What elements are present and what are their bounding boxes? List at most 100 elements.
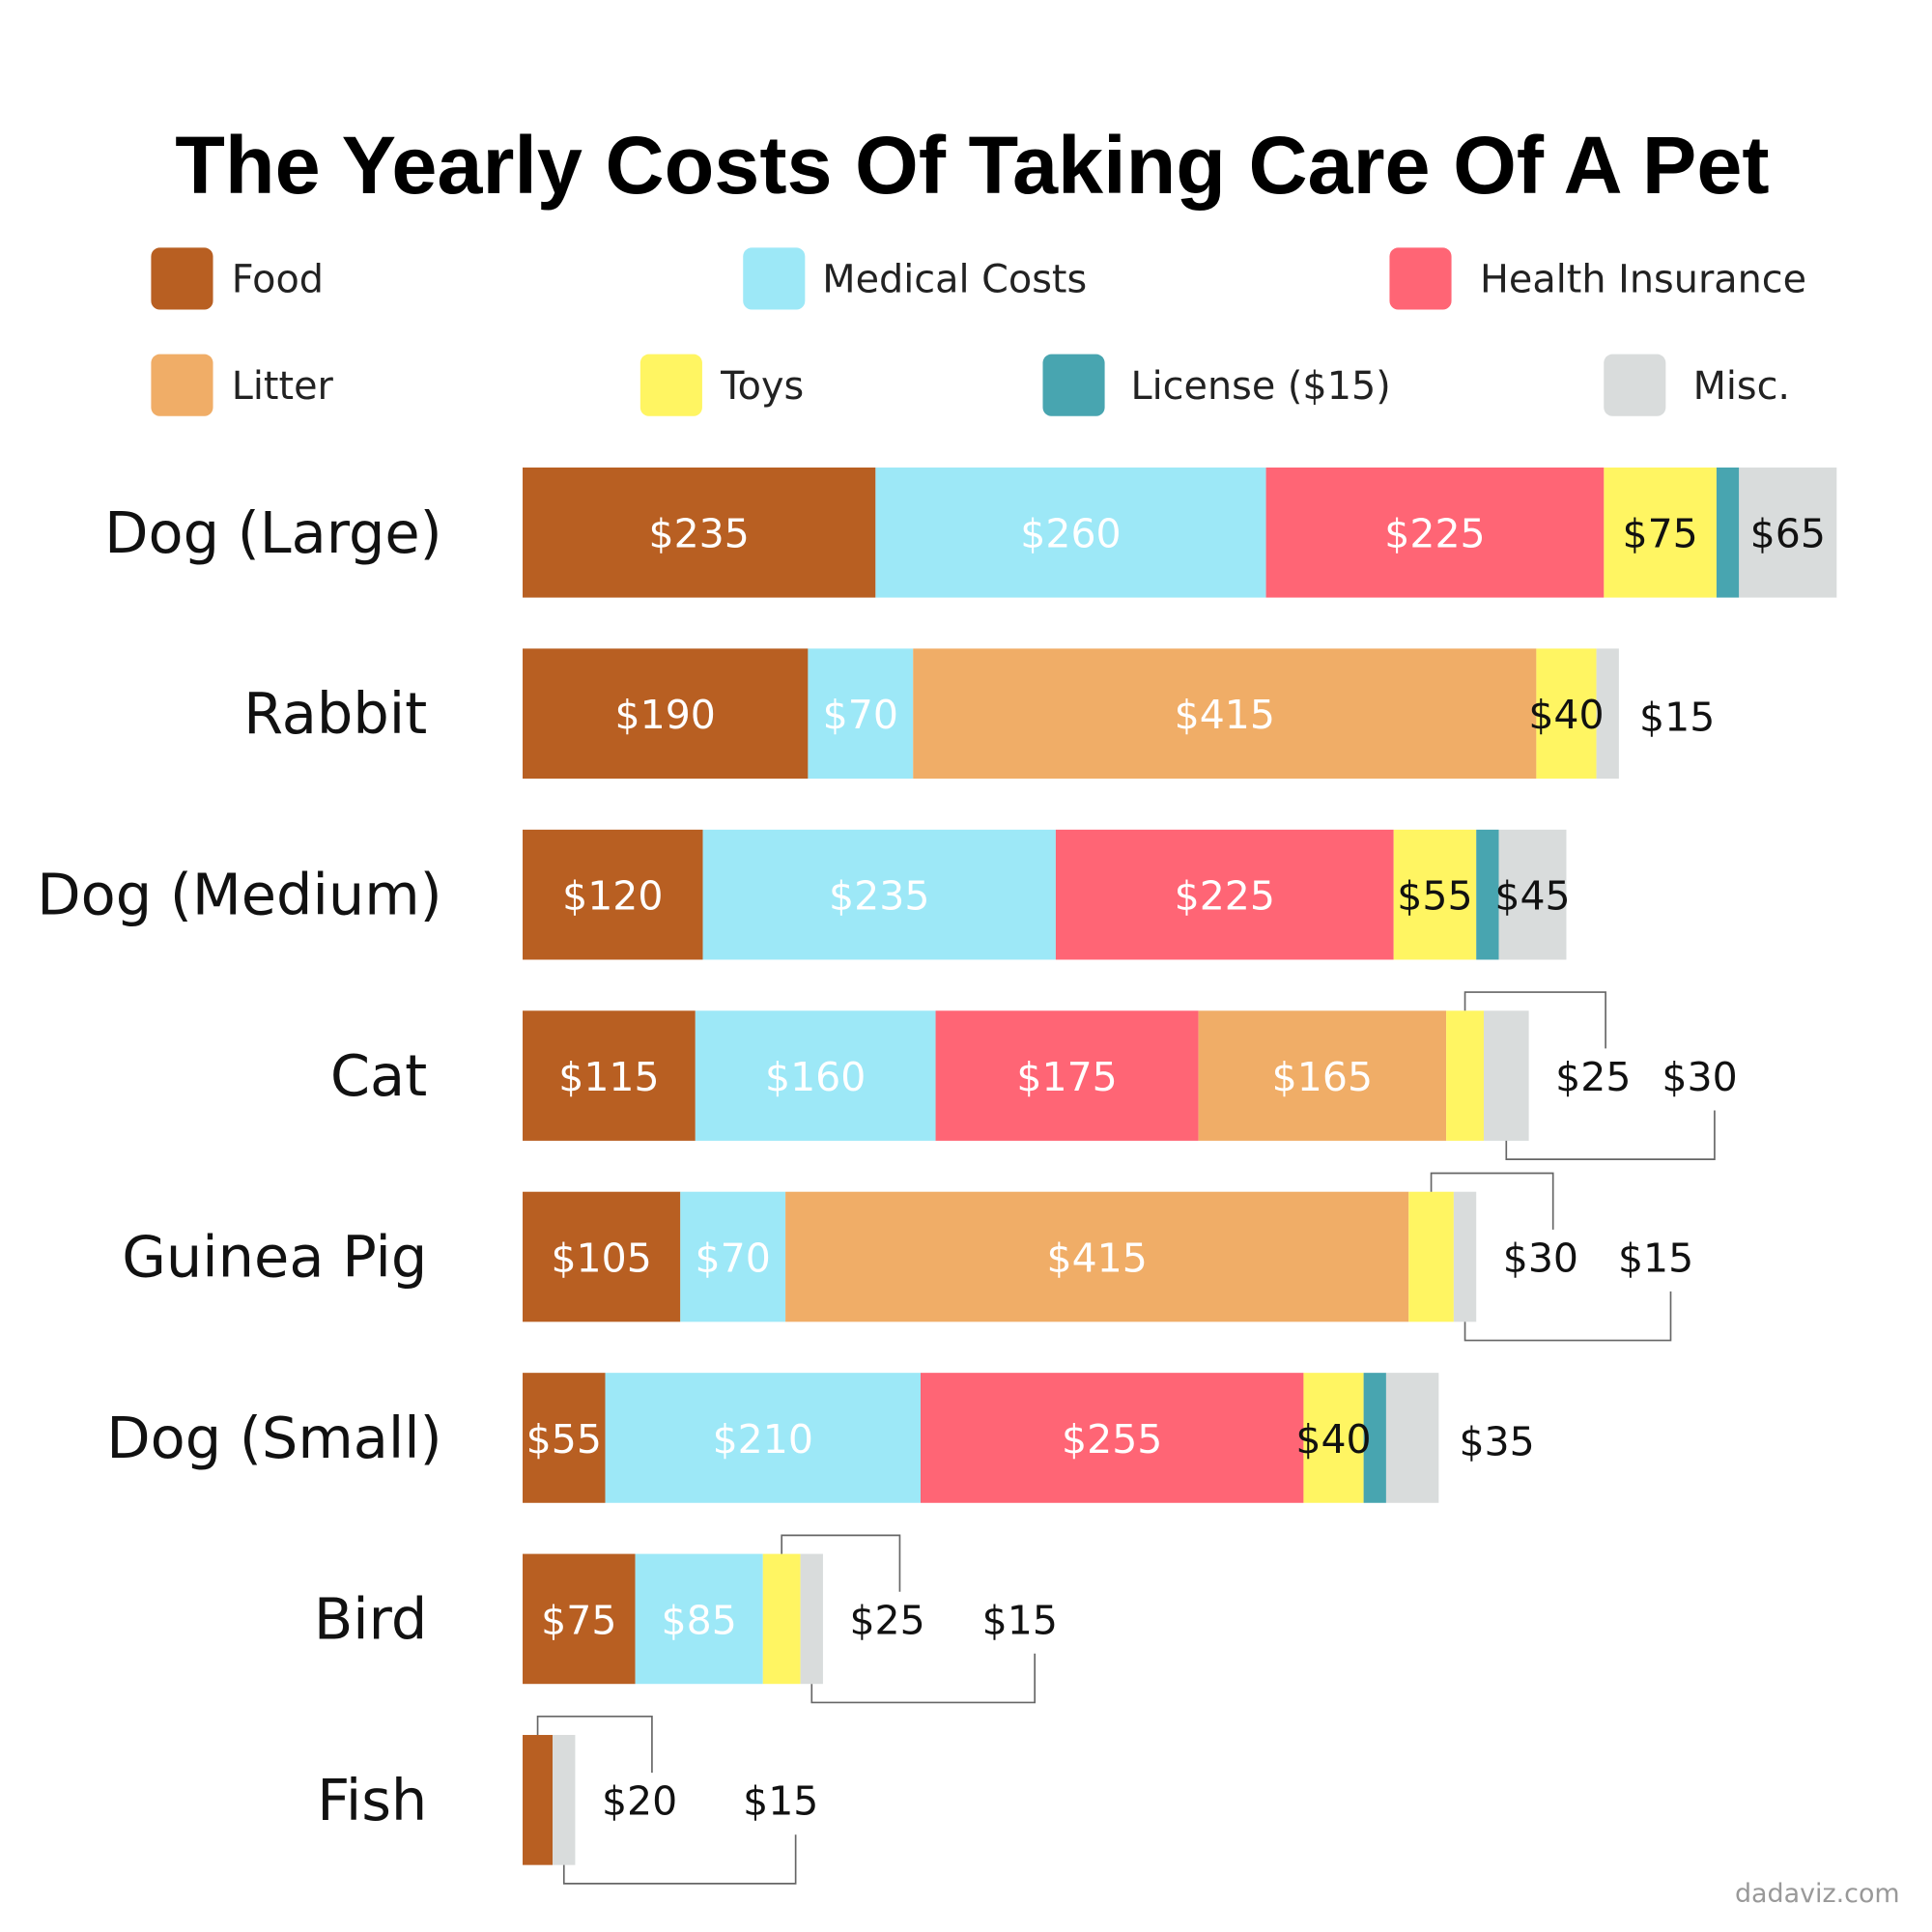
data-label-litter: $165 [1272,1054,1373,1100]
data-label-misc: $65 [1750,511,1826,557]
callout-line-toys [781,1534,901,1592]
legend-label-misc: Misc. [1693,364,1791,409]
data-label-medical: $210 [713,1416,813,1463]
bar-segment-insurance [1055,829,1394,960]
bars: Dog (Large) $235 $260 $225 $75 $65 Rabbit $190 $… [37,467,1837,1885]
watermark: dadaviz.com [1735,1879,1900,1909]
legend-swatch-misc [1604,354,1666,416]
legend-label-license: License ($15) [1131,364,1391,409]
legend-swatch-medical [743,247,806,310]
data-label-medical: $260 [1020,511,1121,557]
bar-segment-misc [1453,1191,1477,1322]
legend-swatch-license [1042,354,1105,416]
bar-segment-misc [800,1553,823,1685]
legend-swatch-toys [639,354,702,416]
bar-segment-toys [1408,1191,1454,1322]
bar-segment-food [523,1553,636,1685]
category-label: Dog (Medium) [37,862,441,928]
legend-item-misc: Misc. [1604,354,1791,416]
data-label-misc: $35 [1459,1418,1534,1464]
bar-segment-license [1363,1373,1386,1503]
legend-label-food: Food [232,258,324,302]
bar-segment-medical [680,1191,786,1322]
category-label: Guinea Pig [122,1224,427,1291]
bar-segment-food [523,467,876,598]
bar-row: Rabbit $190 $70 $415 $40 $15 [243,648,1715,780]
bar-segment-medical [605,1373,921,1503]
callout-line-toys [1463,991,1606,1049]
bar-segment-toys [1604,467,1717,598]
data-label-toys: $40 [1295,1416,1371,1463]
data-label-food: $55 [526,1416,602,1463]
legend: Food Medical Costs Health Insurance Litter T… [151,247,1806,416]
bar-segment-food [523,1191,681,1322]
data-label-food: $190 [615,692,716,738]
legend-item-toys: Toys [639,354,804,416]
category-label: Rabbit [243,680,427,747]
data-label-medical: $70 [823,692,898,738]
bar-row: Guinea Pig $105 $70 $415 $30 $15 [122,1172,1693,1342]
data-label-medical: $160 [765,1054,866,1100]
category-label: Cat [330,1042,427,1109]
bar-segment-toys [762,1553,801,1685]
data-label-medical: $85 [662,1597,737,1643]
data-label-toys: $25 [1555,1054,1631,1100]
bar-row: Dog (Medium) $120 $235 $225 $55 $45 [37,829,1571,960]
bar-segment-misc [1483,1010,1529,1141]
data-label-insurance: $225 [1175,873,1275,920]
bar-segment-license [1716,467,1740,598]
chart-title: The Yearly Costs Of Taking Care Of A Pet [175,119,1769,211]
category-label: Fish [317,1767,427,1833]
bar-segment-litter [913,648,1537,780]
legend-swatch-insurance [1389,247,1452,310]
data-label-litter: $415 [1046,1235,1147,1281]
data-label-misc: $15 [1618,1235,1693,1281]
bar-segment-medical [808,648,914,780]
bar-segment-medical [875,467,1266,598]
data-label-toys: $75 [1622,511,1697,557]
bar-segment-misc [1498,829,1567,960]
callout-line-misc [562,1834,797,1885]
legend-label-insurance: Health Insurance [1480,258,1806,302]
data-label-misc: $15 [743,1778,818,1825]
data-label-toys: $25 [849,1597,924,1643]
legend-item-medical: Medical Costs [743,247,1087,310]
category-label: Dog (Small) [106,1405,441,1471]
bar-segment-toys [1536,648,1597,780]
bar-row: Dog (Small) $55 $210 $255 $40 $35 [106,1373,1535,1503]
bar-segment-food [523,648,809,780]
data-label-toys: $55 [1397,873,1472,920]
legend-swatch-food [151,247,213,310]
bar-row: Cat $115 $160 $175 $165 $25 $30 [330,991,1738,1160]
bar-segment-toys [1393,829,1477,960]
bar-segment-misc [1596,648,1619,780]
legend-item-insurance: Health Insurance [1389,247,1806,310]
data-label-medical: $235 [829,873,929,920]
bar-segment-toys [1446,1010,1484,1141]
bar-segment-medical [635,1553,763,1685]
bar-segment-food [523,1010,696,1141]
legend-item-food: Food [151,247,324,310]
category-label: Dog (Large) [104,499,442,566]
data-label-misc: $15 [1639,695,1715,741]
data-label-toys: $40 [1528,692,1604,738]
bar-row: Bird $75 $85 $25 $15 [314,1534,1058,1704]
legend-label-litter: Litter [232,364,334,409]
callout-line-misc [1505,1110,1716,1160]
bar-segment-litter [785,1191,1409,1322]
bar-segment-insurance [920,1373,1304,1503]
bar-row: Fish $20 $15 [317,1715,818,1885]
bar-segment-food [523,1735,554,1865]
bar-segment-insurance [1265,467,1605,598]
data-label-food: $235 [648,511,749,557]
data-label-food: $120 [562,873,663,920]
callout-line-food [536,1715,653,1774]
bar-segment-misc [1385,1373,1439,1503]
data-label-toys: $30 [1503,1235,1578,1281]
bar-segment-medical [695,1010,936,1141]
data-label-insurance: $225 [1384,511,1485,557]
data-label-food: $20 [602,1778,677,1825]
category-label: Bird [314,1585,427,1652]
